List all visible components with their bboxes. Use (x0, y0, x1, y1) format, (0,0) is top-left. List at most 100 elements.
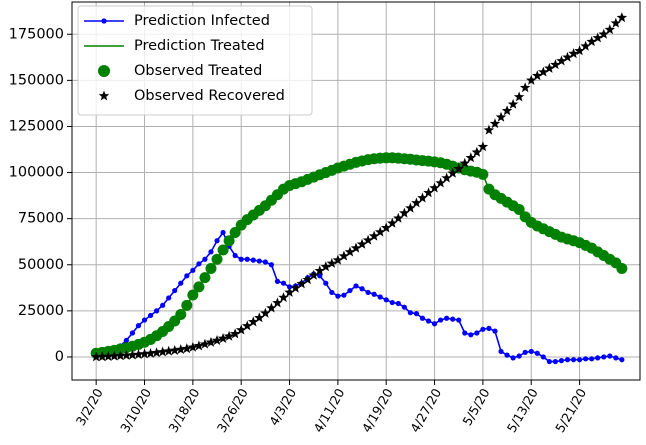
point (405, 202, 416, 213)
point (519, 82, 531, 93)
legend-marker (98, 90, 110, 101)
point (528, 348, 534, 355)
y-tick-label: 0 (55, 349, 64, 365)
point (610, 17, 622, 28)
point (550, 59, 561, 70)
point (244, 256, 250, 262)
point (468, 332, 474, 338)
point (552, 358, 559, 365)
point (214, 238, 220, 244)
point (141, 317, 148, 323)
point (607, 353, 613, 359)
point (380, 222, 392, 233)
y-tick-label: 100000 (9, 165, 64, 181)
point (498, 348, 504, 355)
point (123, 337, 129, 343)
point (284, 286, 295, 297)
legend-marker (101, 18, 107, 24)
point (477, 141, 489, 152)
point (217, 333, 229, 343)
point (359, 286, 365, 292)
point (278, 292, 289, 303)
point (586, 36, 597, 47)
point (160, 302, 166, 308)
point (223, 330, 235, 341)
legend: Prediction Infected Prediction Treated Obs… (77, 5, 313, 116)
point (199, 272, 211, 284)
point (127, 349, 138, 360)
point (115, 350, 126, 361)
point (332, 254, 344, 265)
point (619, 357, 625, 363)
point (254, 312, 265, 323)
point (229, 226, 241, 238)
point (465, 152, 477, 163)
point (250, 257, 256, 263)
point (238, 256, 244, 262)
point (526, 74, 537, 85)
point (477, 168, 489, 180)
point (459, 157, 470, 168)
point (592, 32, 603, 43)
point (504, 352, 510, 358)
point (544, 62, 555, 73)
point (495, 111, 507, 122)
legend-label: Prediction Treated (134, 38, 265, 54)
point (211, 335, 223, 345)
point (290, 282, 301, 293)
point (129, 330, 136, 336)
legend-label: Observed Recovered (134, 88, 285, 104)
y-tick-label: 175000 (9, 26, 64, 42)
point (262, 259, 268, 265)
point (121, 349, 132, 360)
point (248, 316, 259, 327)
point (507, 98, 519, 109)
point (350, 242, 362, 253)
point (223, 235, 235, 247)
point (133, 349, 144, 359)
point (232, 252, 238, 259)
point (513, 203, 525, 215)
legend-label: Observed Treated (134, 63, 262, 79)
point (274, 278, 281, 284)
point (196, 261, 202, 267)
point (576, 357, 583, 363)
point (540, 354, 546, 360)
point (296, 278, 307, 289)
point (190, 267, 196, 273)
point (320, 261, 332, 272)
y-tick-label: 125000 (9, 118, 64, 134)
point (456, 317, 462, 323)
point (407, 310, 413, 316)
y-tick-label: 50000 (18, 257, 64, 273)
point (187, 289, 199, 301)
point (163, 345, 174, 356)
point (178, 280, 184, 286)
point (169, 345, 180, 355)
point (153, 308, 160, 314)
legend-label: Prediction Infected (134, 13, 270, 29)
point (604, 24, 616, 35)
point (260, 307, 271, 318)
plot-area (90, 12, 628, 365)
point (471, 146, 483, 157)
point (166, 295, 172, 301)
point (181, 343, 193, 354)
point (483, 124, 495, 135)
point (302, 274, 313, 285)
point (570, 357, 577, 363)
point (371, 291, 377, 297)
point (109, 350, 120, 361)
point (558, 358, 565, 364)
point (205, 336, 217, 347)
legend-box (77, 5, 313, 116)
y-tick-label: 75000 (18, 211, 64, 227)
point (595, 355, 601, 361)
point (103, 351, 114, 362)
point (272, 297, 283, 308)
point (211, 253, 223, 265)
point (474, 330, 480, 336)
point (314, 265, 325, 276)
point (135, 323, 142, 329)
